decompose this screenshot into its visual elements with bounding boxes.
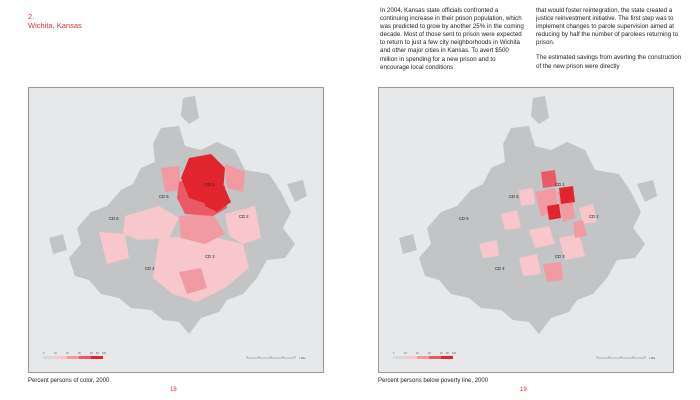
body-paragraph: In 2004, Kansas state officials confront…: [380, 7, 524, 71]
tract-red-mid: [161, 166, 181, 192]
tract-red-light: [529, 226, 555, 248]
tract-red-mid: [573, 220, 587, 238]
tract-red-mid: [225, 164, 245, 192]
tract-red-dark: [203, 184, 231, 212]
district-label-cd1: CD 1: [555, 182, 565, 187]
district-label-cd5: CD 5: [509, 194, 519, 199]
tract-red-light: [519, 188, 535, 206]
chapter-heading: 2. Wichita, Kansas: [28, 12, 82, 30]
legend-tick: 20: [416, 352, 419, 355]
district-label-cd3: CD 3: [205, 254, 215, 259]
chapter-title: Wichita, Kansas: [28, 21, 82, 30]
legend: 0 10 20 30 40 50 100: [43, 352, 107, 359]
legend-tick: 30: [428, 352, 431, 355]
tract-red-light: [559, 234, 585, 260]
legend-tick: 20: [66, 352, 69, 355]
choropleth-map: CD 1 CD 2 CD 3 CD 4 CD 5 CD 6 0 10 20 30…: [43, 96, 307, 360]
legend-tick: 50: [446, 352, 449, 355]
district-label-cd4: CD 4: [495, 266, 505, 271]
tract-red-light: [99, 232, 129, 264]
tract-red-strong: [541, 170, 557, 188]
scale-bar: 1 Mile: [596, 356, 656, 360]
map-caption: Percent persons below poverty line, 2000: [378, 378, 489, 384]
city-outlier-east: [287, 180, 307, 202]
tract-red-light: [579, 204, 597, 224]
district-label-cd3: CD 3: [555, 254, 565, 259]
body-column-a: In 2004, Kansas state officials confront…: [380, 7, 526, 79]
district-label-cd2: CD 2: [239, 214, 249, 219]
city-outlier-east: [637, 180, 657, 202]
city-outlier-west: [399, 234, 417, 254]
body-column-b: that would foster reintegration, the sta…: [536, 7, 682, 78]
page-number: 18: [170, 387, 177, 393]
body-paragraph: The estimated savings from averting the …: [536, 54, 682, 70]
city-outlier-north: [181, 96, 199, 124]
tract-red-light: [123, 206, 179, 240]
map-persons-of-color: CD 1 CD 2 CD 3 CD 4 CD 5 CD 6 0 10 20 30…: [28, 87, 324, 373]
tract-red-mid: [179, 268, 207, 294]
tract-red-mid: [179, 214, 225, 244]
body-paragraph: that would foster reintegration, the sta…: [536, 7, 679, 47]
tract-red-light: [501, 210, 521, 230]
tract-red-mid: [543, 262, 563, 282]
legend-tick: 50: [96, 352, 99, 355]
district-label-cd2: CD 2: [589, 214, 599, 219]
district-label-cd4: CD 4: [145, 266, 155, 271]
scale-bar: 1 Mile: [246, 356, 306, 360]
left-page: 2. Wichita, Kansas CD 1 CD 2 CD 3: [28, 12, 324, 393]
district-label-cd6: CD 6: [459, 216, 469, 221]
legend-tick: 100: [452, 352, 457, 355]
legend: 0 10 20 30 40 50 100: [393, 352, 457, 359]
chapter-number: 2.: [28, 12, 35, 21]
tract-red-dark: [559, 186, 575, 204]
legend-tick: 0: [43, 352, 45, 355]
tract-red-light: [479, 240, 499, 258]
right-page: In 2004, Kansas state officials confront…: [350, 0, 700, 400]
tract-red-light: [225, 206, 261, 244]
legend-tick: 40: [90, 352, 93, 355]
district-label-cd6: CD 6: [109, 216, 119, 221]
map-poverty-line: CD 1 CD 2 CD 3 CD 4 CD 5 CD 6 0 10 20 30…: [378, 87, 674, 373]
legend-tick: 40: [440, 352, 443, 355]
legend-tick: 100: [102, 352, 107, 355]
tract-red-light: [519, 254, 541, 276]
legend-tick: 10: [404, 352, 407, 355]
map-caption: Percent persons of color, 2000: [28, 378, 110, 384]
city-outlier-north: [531, 96, 549, 124]
legend-tick: 0: [393, 352, 395, 355]
scale-label: 1 Mile: [299, 357, 306, 360]
district-label-cd1: CD 1: [205, 182, 215, 187]
legend-tick: 30: [78, 352, 81, 355]
tract-red-dark: [547, 204, 561, 220]
legend-tick: 10: [54, 352, 57, 355]
choropleth-map: CD 1 CD 2 CD 3 CD 4 CD 5 CD 6 0 10 20 30…: [393, 96, 657, 360]
page-number: 19: [520, 387, 527, 393]
scale-label: 1 Mile: [649, 357, 656, 360]
district-label-cd5: CD 5: [159, 194, 169, 199]
city-outlier-west: [49, 234, 67, 254]
